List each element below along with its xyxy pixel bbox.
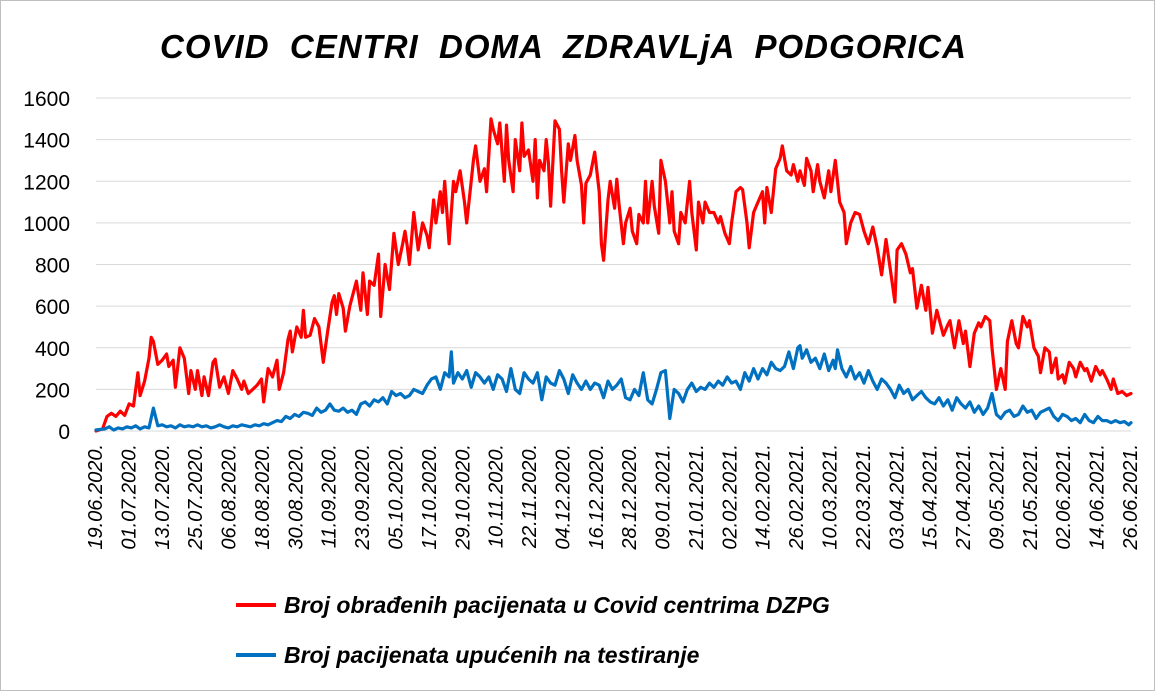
chart-title: COVID CENTRI DOMA ZDRAVLjA PODGORICA (160, 28, 967, 65)
x-tick-label: 30.08.2020. (285, 444, 307, 550)
legend-label-blue: Broj pacijenata upućenih na testiranje (284, 641, 700, 668)
x-tick-label: 15.04.2021. (920, 444, 942, 550)
x-tick-label: 14.02.2021. (753, 444, 775, 550)
y-tick-label-400: 400 (35, 338, 70, 361)
legend-item-red: Broj obrađenih pacijenata u Covid centri… (236, 590, 830, 620)
x-tick-label: 06.08.2020. (219, 444, 241, 550)
x-tick-label: 02.02.2021. (719, 444, 741, 550)
x-tick-label: 02.06.2021. (1053, 444, 1075, 550)
x-tick-label: 18.08.2020. (252, 444, 274, 550)
y-tick-label-600: 600 (35, 296, 70, 319)
legend-item-blue: Broj pacijenata upućenih na testiranje (236, 640, 699, 670)
y-tick-label-1600: 1600 (23, 88, 70, 111)
x-tick-label: 09.05.2021. (986, 444, 1008, 550)
x-tick-label: 22.03.2021. (853, 444, 875, 551)
x-tick-label: 04.12.2020. (552, 444, 574, 550)
x-tick-label: 03.04.2021. (886, 444, 908, 550)
x-tick-label: 23.09.2020. (352, 444, 374, 551)
x-tick-label: 10.03.2021. (820, 444, 842, 550)
x-tick-label: 09.01.2021. (653, 444, 675, 550)
y-tick-label-1400: 1400 (23, 130, 70, 153)
x-tick-label: 19.06.2020. (85, 444, 107, 550)
x-tick-label: 21.01.2021. (686, 444, 708, 551)
y-tick-label-0: 0 (58, 421, 70, 444)
series-line-1 (94, 344, 1133, 432)
y-tick-label-800: 800 (35, 255, 70, 278)
x-tick-label: 29.10.2020. (452, 444, 474, 551)
x-tick-label: 10.11.2020. (486, 444, 508, 548)
x-tick-label: 25.07.2020. (185, 444, 207, 551)
y-tick-label-1000: 1000 (23, 213, 70, 236)
x-tick-label: 05.10.2020. (385, 444, 407, 550)
x-tick-label: 16.12.2020. (586, 444, 608, 550)
x-tick-label: 22.11.2020. (519, 444, 541, 549)
y-tick-label-200: 200 (35, 379, 70, 402)
y-tick-label-1200: 1200 (23, 171, 70, 194)
x-tick-label: 28.12.2020. (619, 444, 641, 551)
legend-label-red: Broj obrađenih pacijenata u Covid centri… (284, 591, 830, 618)
series-line-0 (94, 117, 1133, 433)
x-tick-label: 13.07.2020. (152, 444, 174, 550)
x-tick-label: 26.06.2021. (1120, 444, 1142, 551)
x-tick-label: 26.02.2021. (786, 444, 808, 551)
x-tick-label: 01.07.2020. (118, 444, 140, 550)
x-tick-label: 11.09.2020. (319, 444, 341, 548)
x-tick-label: 27.04.2021. (953, 444, 975, 551)
legend-swatch-blue (236, 653, 276, 657)
x-tick-label: 21.05.2021. (1020, 444, 1042, 551)
x-tick-label: 17.10.2020. (419, 444, 441, 550)
x-tick-label: 14.06.2021. (1087, 444, 1109, 550)
legend-swatch-red (236, 603, 276, 607)
